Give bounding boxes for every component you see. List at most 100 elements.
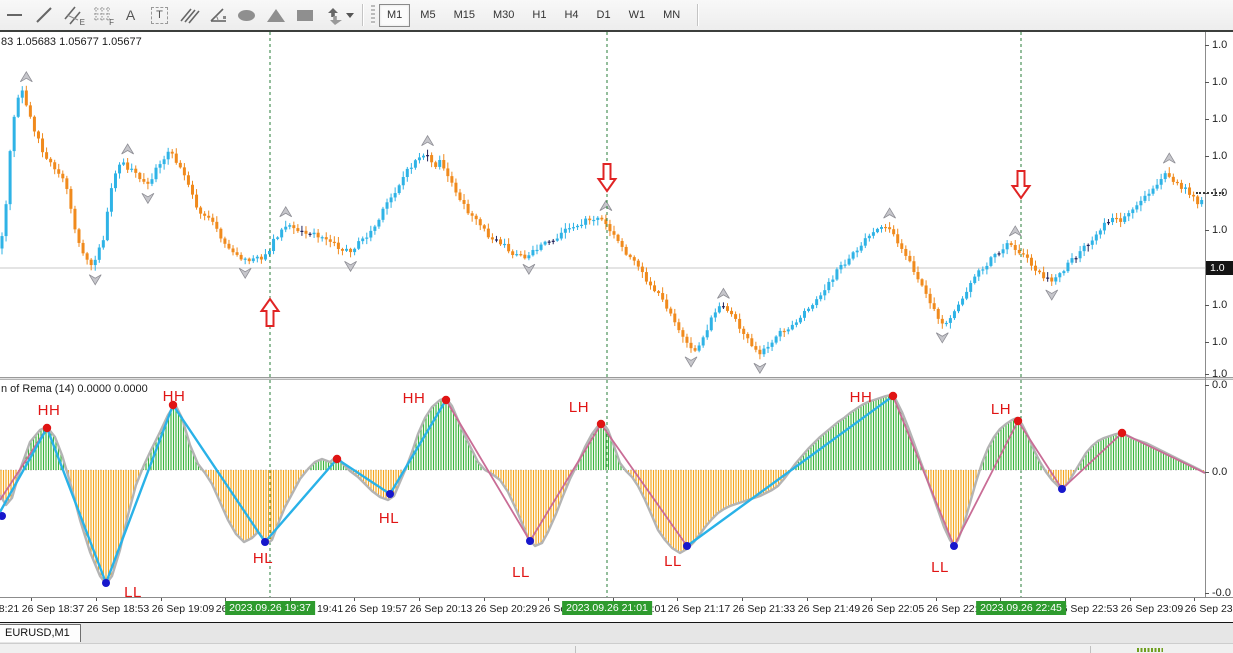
text-label-tool-icon[interactable]: T [146,3,173,27]
candle-body [280,229,284,238]
fibonacci-grid-tool-icon[interactable]: F [88,3,115,27]
fractal-up-arrow-icon [717,287,730,299]
rectangle-tool-icon[interactable] [291,3,318,27]
candle-body [1070,258,1074,263]
toolbar-separator [362,4,364,26]
candle-body [859,245,863,251]
candle-body [884,226,888,229]
candle-body [527,255,531,259]
candle-body [835,269,839,280]
candle-body [486,228,490,238]
sell-signal-arrow-icon[interactable] [1010,170,1032,200]
candle-body [1042,272,1046,279]
main-price-chart[interactable] [0,32,1205,377]
candle-body [819,295,823,300]
candle-body [539,244,543,250]
candle-body [454,182,458,193]
candle-body [904,248,908,256]
tf-button-mn[interactable]: MN [663,9,681,21]
dropdown-caret-icon[interactable] [346,12,354,18]
horizontal-line-tool-icon[interactable] [1,3,28,27]
oscillator-indicator-panel[interactable] [0,380,1205,597]
candle-body [515,254,519,256]
text-label-glyph: T [151,6,168,24]
price-axis[interactable] [1205,32,1233,597]
candle-body [863,238,867,246]
candle-body [555,238,559,241]
candle-body [1127,213,1131,217]
candle-body [288,225,292,227]
candle-body [215,221,219,229]
candle-body [843,264,847,266]
status-separator [575,646,576,653]
tf-button-m30[interactable]: M30 [492,9,515,21]
candle-body [4,204,8,237]
panel-splitter[interactable] [0,377,1233,380]
candle-body [815,299,819,306]
tf-button-m1[interactable]: M1 [379,3,411,27]
candle-body [697,345,701,351]
candle-body [65,178,69,189]
time-axis-label: 26 Sep 18:53 [86,603,150,615]
candle-body [924,285,928,294]
candle-body [434,162,438,167]
candle-body [300,230,304,232]
candle-body [892,229,896,235]
toolbar-grip-handle[interactable] [371,5,375,25]
candle-body [130,168,134,170]
candle-body [1094,234,1098,241]
candle-body [985,265,989,270]
candle-body [12,116,16,152]
buy-signal-arrow-icon[interactable] [259,297,281,327]
fibo-grid-glyph [93,7,110,21]
trendline-tool-icon[interactable] [30,3,57,27]
fibo-sub-letter: F [109,18,114,27]
angle-tool-icon[interactable] [204,3,231,27]
candle-body [389,197,393,203]
candle-body [417,157,421,161]
equidistant-channel-tool-icon[interactable]: E [59,3,86,27]
candle-body [588,218,592,221]
time-axis-label: 26 Sep 23:25 [1184,603,1233,615]
candle-body [790,324,794,330]
tf-button-w1[interactable]: W1 [628,9,646,21]
time-axis-tick [290,598,291,601]
window-edge-divider [0,30,1233,32]
candle-body [85,253,89,260]
candle-body [259,256,263,260]
candle-body [16,97,20,117]
tf-button-h4[interactable]: H4 [564,9,579,21]
candle-body [681,330,685,337]
tf-button-m15[interactable]: M15 [453,9,475,21]
tf-button-m5[interactable]: M5 [420,9,436,21]
tf-button-d1[interactable]: D1 [596,9,611,21]
fractal-up-arrow-icon [599,199,613,211]
candle-body [576,225,580,228]
envelope-line [0,393,1205,586]
candle-body [713,312,717,318]
candle-body [746,333,750,339]
arrow-objects-tool-icon[interactable] [320,3,358,27]
ellipse-tool-icon[interactable] [233,3,260,27]
sell-signal-arrow-icon[interactable] [596,163,618,193]
chart-tab-eurusd-m1[interactable]: EURUSD,M1 [0,624,81,642]
tf-button-h1[interactable]: H1 [532,9,547,21]
candle-body [965,291,969,299]
fractal-down-arrow-icon [753,362,767,375]
triangle-tool-icon[interactable] [262,3,289,27]
text-tool-icon[interactable]: A [117,3,144,27]
fractal-up-arrow-icon [1162,152,1176,164]
candle-body [730,310,734,315]
candle-body [430,155,434,163]
candle-body [304,230,308,234]
time-axis-tick [96,598,97,601]
candle-body [409,167,413,169]
candle-body [794,322,798,325]
candle-body [150,179,154,184]
parallel-lines-tool-icon[interactable] [175,3,202,27]
candle-body [811,305,815,309]
candle-body [908,255,912,262]
candle-body [920,279,924,286]
candle-body [705,330,709,338]
